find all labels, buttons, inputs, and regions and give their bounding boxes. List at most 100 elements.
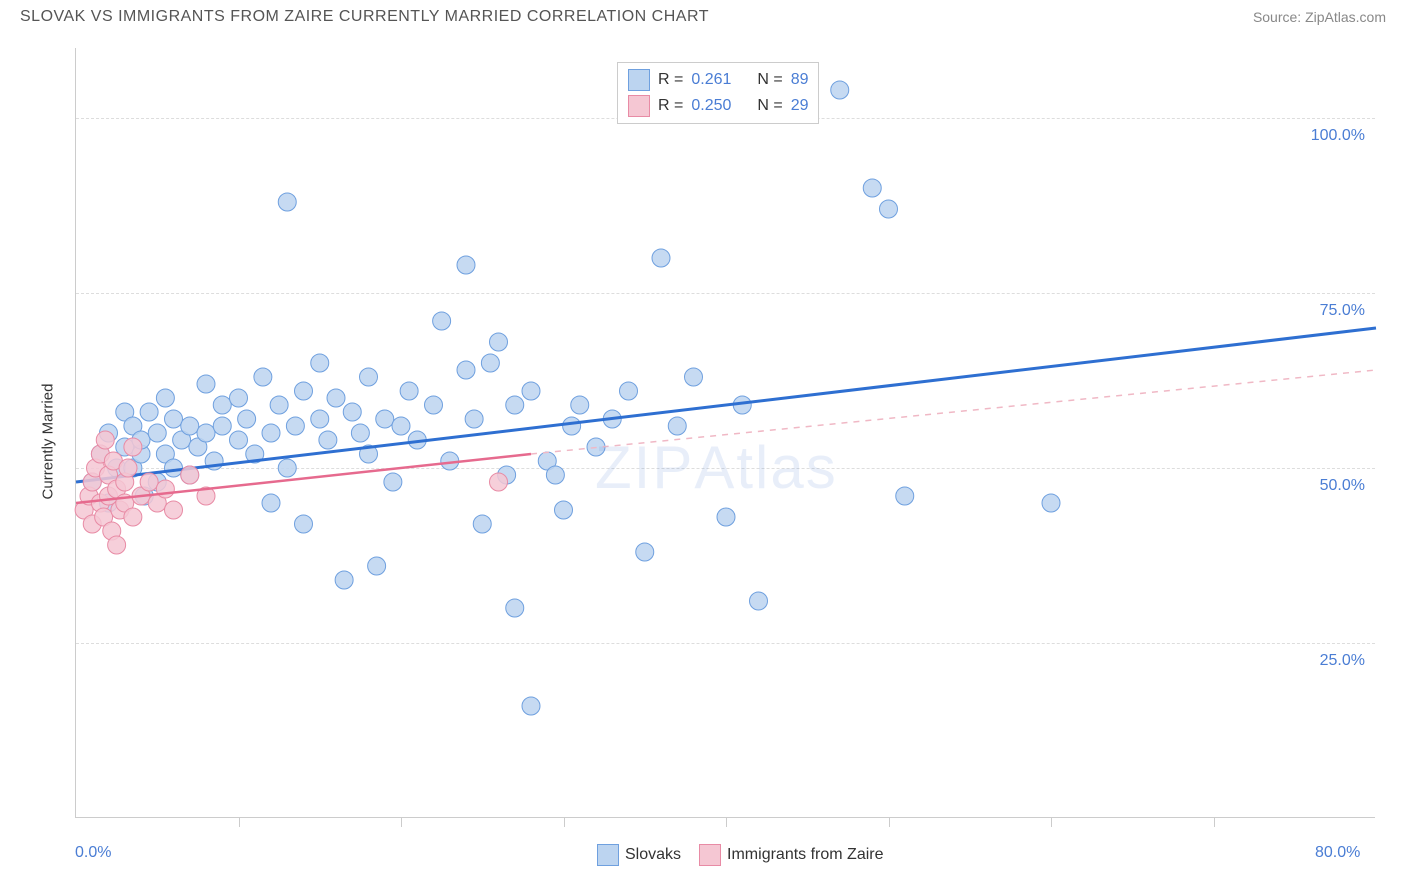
- data-point: [278, 193, 296, 211]
- data-point: [506, 396, 524, 414]
- data-point: [108, 536, 126, 554]
- data-point: [270, 396, 288, 414]
- x-tick: [1214, 817, 1215, 827]
- r-value: 0.261: [691, 71, 741, 89]
- legend-series: Slovaks Immigrants from Zaire: [597, 844, 884, 866]
- data-point: [197, 424, 215, 442]
- data-point: [140, 403, 158, 421]
- data-point: [481, 354, 499, 372]
- data-point: [425, 396, 443, 414]
- legend-swatch: [699, 844, 721, 866]
- data-point: [295, 515, 313, 533]
- data-point: [571, 396, 589, 414]
- chart-title: SLOVAK VS IMMIGRANTS FROM ZAIRE CURRENTL…: [20, 8, 709, 26]
- x-tick: [726, 817, 727, 827]
- x-tick: [401, 817, 402, 827]
- data-point: [278, 459, 296, 477]
- data-point: [165, 501, 183, 519]
- y-axis-title: Currently Married: [39, 384, 56, 500]
- data-point: [311, 410, 329, 428]
- data-point: [750, 592, 768, 610]
- x-axis-label-max: 80.0%: [1315, 844, 1365, 862]
- data-point: [522, 697, 540, 715]
- data-point: [896, 487, 914, 505]
- data-point: [880, 200, 898, 218]
- data-point: [238, 410, 256, 428]
- data-point: [165, 459, 183, 477]
- x-tick: [564, 817, 565, 827]
- data-point: [400, 382, 418, 400]
- data-point: [376, 410, 394, 428]
- data-point: [360, 368, 378, 386]
- r-label: R =: [658, 97, 683, 115]
- data-point: [433, 312, 451, 330]
- x-tick: [889, 817, 890, 827]
- r-label: R =: [658, 71, 683, 89]
- legend-correlation-box: R = 0.261 N = 89 R = 0.250 N = 29: [617, 62, 819, 124]
- source-label: Source: ZipAtlas.com: [1253, 9, 1386, 25]
- data-point: [685, 368, 703, 386]
- x-axis-label-min: 0.0%: [75, 844, 111, 862]
- data-point: [1042, 494, 1060, 512]
- legend-series-item: Slovaks: [597, 844, 681, 866]
- x-tick: [1051, 817, 1052, 827]
- legend-series-item: Immigrants from Zaire: [699, 844, 883, 866]
- data-point: [181, 466, 199, 484]
- data-point: [457, 256, 475, 274]
- r-value: 0.250: [691, 97, 741, 115]
- legend-swatch: [628, 95, 650, 117]
- legend-correlation-row: R = 0.261 N = 89: [628, 67, 808, 93]
- data-point: [636, 543, 654, 561]
- data-point: [490, 333, 508, 351]
- data-point: [230, 431, 248, 449]
- data-point: [213, 396, 231, 414]
- data-point: [319, 431, 337, 449]
- data-point: [96, 431, 114, 449]
- data-point: [140, 473, 158, 491]
- data-point: [465, 410, 483, 428]
- legend-series-label: Immigrants from Zaire: [727, 846, 883, 864]
- data-point: [327, 389, 345, 407]
- data-point: [457, 361, 475, 379]
- plot-area: 25.0%50.0%75.0%100.0%: [75, 48, 1375, 818]
- chart-header: SLOVAK VS IMMIGRANTS FROM ZAIRE CURRENTL…: [0, 0, 1406, 30]
- data-point: [311, 354, 329, 372]
- n-value: 89: [791, 71, 809, 89]
- data-point: [230, 389, 248, 407]
- data-point: [295, 382, 313, 400]
- data-point: [620, 382, 638, 400]
- data-point: [124, 438, 142, 456]
- data-point: [652, 249, 670, 267]
- data-point: [119, 459, 137, 477]
- data-point: [124, 508, 142, 526]
- data-point: [148, 424, 166, 442]
- data-point: [717, 508, 735, 526]
- data-point: [343, 403, 361, 421]
- data-point: [165, 410, 183, 428]
- data-point: [522, 382, 540, 400]
- data-point: [156, 389, 174, 407]
- data-point: [254, 368, 272, 386]
- legend-correlation-row: R = 0.250 N = 29: [628, 93, 808, 119]
- n-value: 29: [791, 97, 809, 115]
- n-label: N =: [757, 71, 782, 89]
- data-point: [555, 501, 573, 519]
- legend-swatch: [628, 69, 650, 91]
- data-point: [181, 417, 199, 435]
- data-point: [213, 417, 231, 435]
- data-point: [831, 81, 849, 99]
- data-point: [490, 473, 508, 491]
- n-label: N =: [757, 97, 782, 115]
- plot-svg: [76, 48, 1376, 818]
- legend-series-label: Slovaks: [625, 846, 681, 864]
- data-point: [335, 571, 353, 589]
- x-tick: [239, 817, 240, 827]
- data-point: [262, 494, 280, 512]
- data-point: [473, 515, 491, 533]
- data-point: [384, 473, 402, 491]
- data-point: [668, 417, 686, 435]
- data-point: [262, 424, 280, 442]
- chart-container: 25.0%50.0%75.0%100.0% 0.0% 80.0% Currently …: [20, 38, 1375, 878]
- data-point: [392, 417, 410, 435]
- data-point: [197, 375, 215, 393]
